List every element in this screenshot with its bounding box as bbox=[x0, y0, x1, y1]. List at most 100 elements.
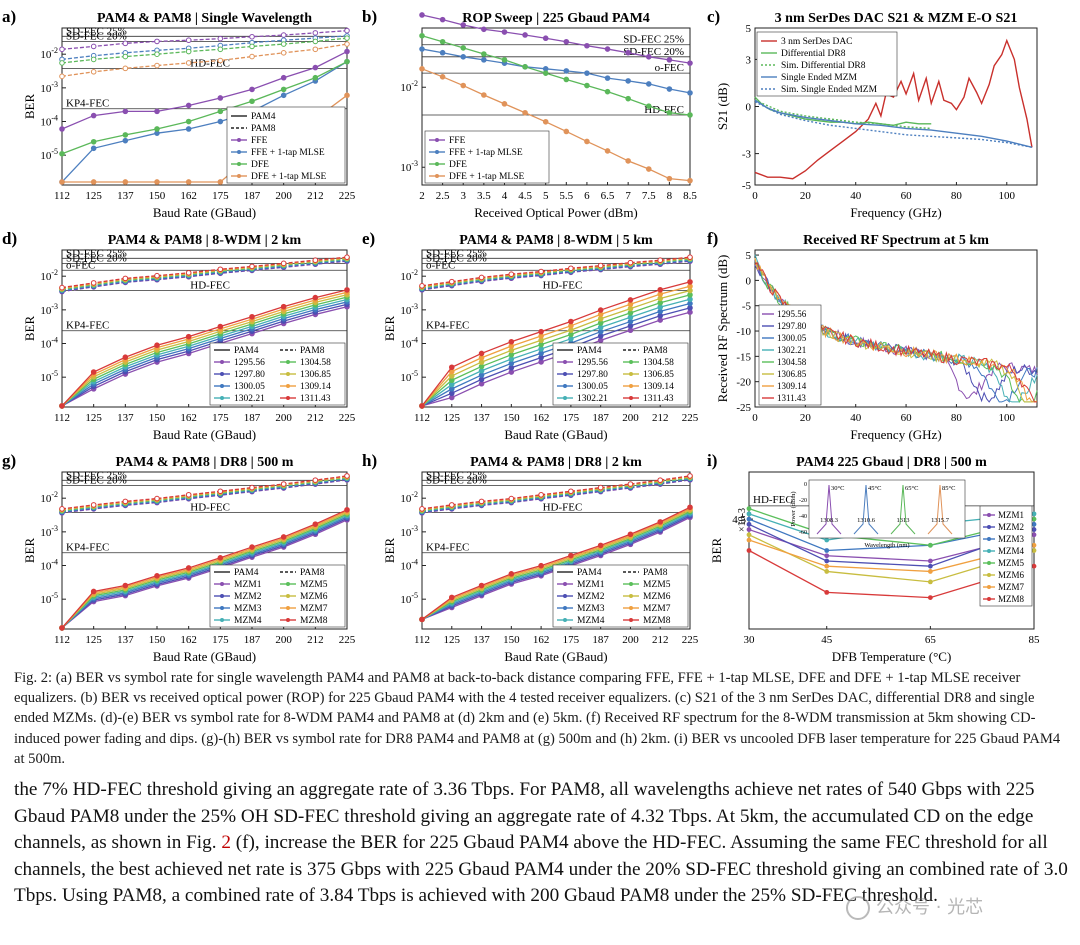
y-tick-label: 10-2 bbox=[40, 268, 58, 283]
legend-entry: MZM1 bbox=[998, 510, 1024, 520]
legend-entry: 1311.43 bbox=[777, 393, 806, 403]
legend-entry: MZM5 bbox=[643, 580, 671, 590]
data-point bbox=[538, 268, 544, 275]
series-line bbox=[61, 259, 348, 292]
data-point bbox=[154, 573, 160, 579]
figure-reference-link[interactable]: 2 bbox=[221, 832, 231, 853]
y-tick-label: 10-5 bbox=[40, 147, 58, 162]
legend-marker bbox=[435, 138, 439, 142]
panel-e-letter: e) bbox=[362, 229, 375, 248]
legend-marker bbox=[987, 513, 991, 517]
panel-e-frame: e) PAM4 & PAM8 | 8-WDM | 5 km Baud Rate (G… bbox=[362, 229, 691, 442]
data-point bbox=[448, 594, 455, 601]
inset-peak bbox=[853, 484, 879, 535]
legend-marker bbox=[629, 384, 633, 388]
x-tick-label: 225 bbox=[339, 412, 356, 424]
x-tick-label: 175 bbox=[212, 412, 229, 424]
data-point bbox=[154, 342, 160, 349]
data-point bbox=[927, 595, 933, 600]
panel-g-frame: g) PAM4 & PAM8 | DR8 | 500 m Baud Rate (GB… bbox=[2, 451, 348, 664]
data-point bbox=[645, 166, 652, 172]
legend-entry: 1302.21 bbox=[577, 394, 608, 404]
data-point bbox=[249, 544, 255, 550]
x-tick-label: 212 bbox=[307, 412, 324, 424]
data-point bbox=[217, 46, 224, 53]
data-point bbox=[249, 43, 255, 50]
x-tick-label: 175 bbox=[563, 634, 580, 646]
legend-entry: 1300.05 bbox=[234, 382, 265, 392]
x-tick-label: 80 bbox=[951, 190, 963, 202]
x-tick-label: 100 bbox=[999, 412, 1016, 424]
y-tick-label: -5 bbox=[742, 301, 752, 313]
threshold-label: SD-FEC 20% bbox=[426, 252, 487, 264]
x-tick-label: 150 bbox=[503, 412, 520, 424]
panel-f-frame: f) Received RF Spectrum at 5 km Frequency … bbox=[707, 229, 1038, 442]
panel-d-letter: d) bbox=[2, 229, 17, 248]
threshold-label: o-FEC bbox=[66, 259, 95, 271]
x-tick-label: 30 bbox=[744, 634, 756, 646]
y-tick-label: 0 bbox=[746, 102, 752, 114]
legend-entry: 1297.80 bbox=[234, 370, 265, 380]
y-tick-label: 10-3 bbox=[40, 302, 58, 317]
data-point bbox=[419, 32, 425, 39]
threshold-label: HD-FEC bbox=[190, 57, 230, 69]
legend-marker bbox=[629, 582, 633, 586]
legend-entry: 1311.43 bbox=[300, 394, 331, 404]
y-tick-label: -3 bbox=[742, 149, 752, 161]
legend-marker bbox=[435, 162, 439, 166]
data-point bbox=[501, 29, 508, 35]
legend-marker bbox=[629, 396, 633, 400]
panel-i-xlabel: DFB Temperature (°C) bbox=[832, 649, 952, 664]
panel-a-ylabel: BER bbox=[22, 94, 37, 120]
data-point bbox=[508, 271, 515, 277]
panel-b-frame: b) ROP Sweep | 225 Gbaud PAM4 Received Opt… bbox=[362, 7, 691, 220]
x-tick-label: 187 bbox=[244, 634, 261, 646]
data-point bbox=[448, 364, 455, 371]
series-line bbox=[421, 256, 691, 287]
data-point bbox=[419, 46, 425, 52]
data-point bbox=[249, 484, 255, 491]
x-tick-label: 60 bbox=[901, 190, 913, 202]
data-point bbox=[568, 488, 574, 495]
panel-b-axes: 2 2.5 3 3.5 4 4.5 5 5.5 6 6.5 7 7.5 8 8.5 10-3 10-2 bbox=[400, 79, 697, 202]
data-point bbox=[538, 328, 544, 335]
data-point bbox=[584, 70, 590, 76]
legend-entry: DFE + 1-tap MLSE bbox=[449, 172, 524, 182]
x-tick-label: 200 bbox=[275, 190, 292, 202]
data-point bbox=[419, 12, 425, 18]
data-point bbox=[645, 54, 652, 60]
y-tick-label: 10-2 bbox=[40, 490, 58, 505]
data-point bbox=[657, 257, 664, 264]
legend-box bbox=[758, 304, 822, 406]
data-point bbox=[625, 78, 631, 84]
data-point bbox=[90, 68, 97, 75]
legend-entry: 1306.85 bbox=[777, 369, 807, 379]
threshold-label: HD-FEC bbox=[190, 279, 230, 291]
legend-marker bbox=[629, 360, 633, 364]
legend-entry: PAM8 bbox=[251, 124, 276, 134]
data-point bbox=[508, 338, 515, 345]
inset-temp-label: 85°C bbox=[942, 485, 955, 492]
figure-caption: Fig. 2: (a) BER vs symbol rate for singl… bbox=[14, 670, 1061, 767]
data-point bbox=[59, 150, 65, 157]
panel-g-axes: 112 125 137 150 162 175 187 200 212 225 10-5 10-4 10… bbox=[40, 490, 355, 646]
x-tick-label: 175 bbox=[212, 634, 229, 646]
data-point bbox=[122, 132, 129, 138]
data-point bbox=[217, 554, 224, 561]
x-tick-label: 137 bbox=[117, 634, 134, 646]
data-point bbox=[522, 109, 528, 116]
x-tick-label: 125 bbox=[85, 412, 102, 424]
x-tick-label: 60 bbox=[901, 412, 913, 424]
inset-wavelength-label: 1310.6 bbox=[857, 517, 876, 524]
x-tick-label: 5.5 bbox=[559, 190, 573, 202]
data-point bbox=[90, 56, 97, 63]
data-point bbox=[217, 108, 224, 115]
data-point bbox=[185, 118, 192, 125]
data-point bbox=[625, 95, 631, 102]
panel-h-ylabel: BER bbox=[382, 538, 397, 564]
y-tick-label: 10-5 bbox=[40, 369, 58, 384]
legend-marker bbox=[237, 162, 241, 166]
panel-d-legend: PAM4 PAM8 1295.56 1304.58 1297.80 1306.85 1300… bbox=[209, 342, 346, 406]
data-point bbox=[90, 43, 97, 50]
data-point bbox=[584, 138, 590, 145]
